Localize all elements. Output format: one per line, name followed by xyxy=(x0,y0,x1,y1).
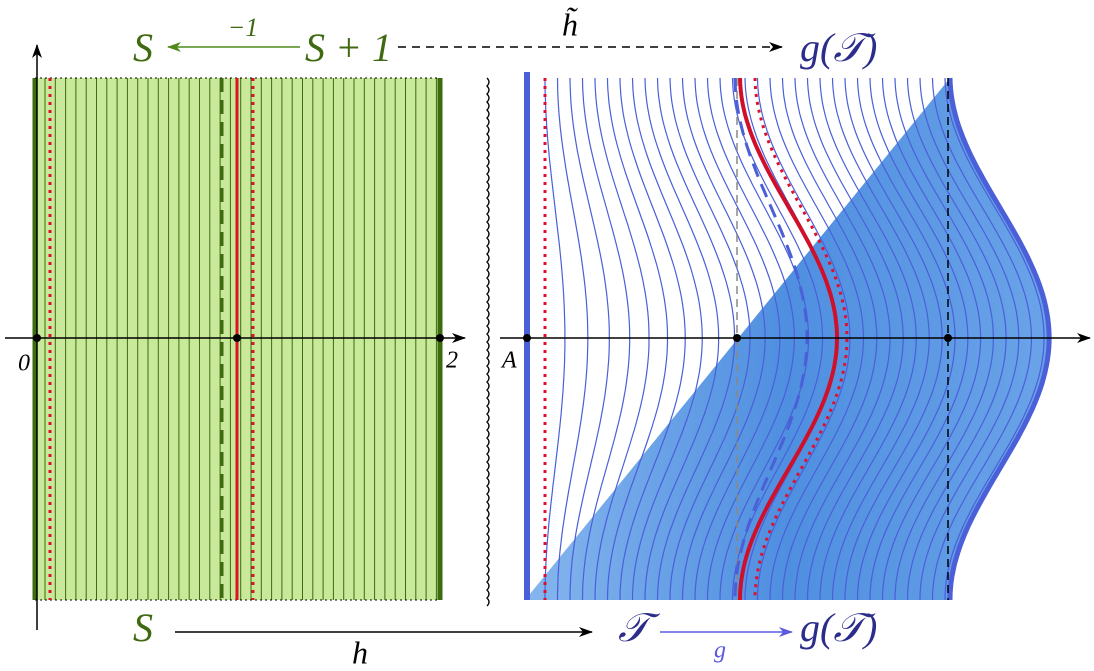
fiber xyxy=(919,77,1020,601)
fiber xyxy=(819,77,917,601)
fiber xyxy=(544,78,566,600)
shift-label: −1 xyxy=(228,13,259,42)
fiber xyxy=(881,77,982,601)
origin-label: 0 xyxy=(18,351,30,377)
fiber xyxy=(769,77,864,601)
fiber xyxy=(581,77,631,601)
point-label: A xyxy=(500,348,517,374)
set-label: S xyxy=(133,25,153,70)
fiber xyxy=(856,77,956,601)
fiber xyxy=(906,77,1007,601)
fiber xyxy=(694,77,781,601)
map-label: g xyxy=(714,638,726,664)
edge xyxy=(947,77,1052,601)
end-label: 2 xyxy=(446,348,458,374)
fiber xyxy=(606,77,669,601)
fiber xyxy=(556,77,589,600)
set-label: S xyxy=(133,605,153,650)
red-dotted xyxy=(753,77,849,601)
fiber xyxy=(631,77,703,601)
fiber xyxy=(756,77,851,601)
fiber xyxy=(594,77,650,601)
set-label: g(𝒯) xyxy=(800,605,877,650)
fiber xyxy=(831,77,930,601)
right-panel xyxy=(524,72,1052,601)
fiber xyxy=(806,77,904,601)
fiber xyxy=(681,77,766,601)
fiber xyxy=(619,77,686,601)
fiber xyxy=(706,77,795,601)
fiber xyxy=(944,77,1045,601)
fiber xyxy=(644,77,720,601)
fiber xyxy=(794,77,891,601)
fiber xyxy=(931,77,1032,601)
left-panel xyxy=(32,77,443,601)
fiber xyxy=(731,77,824,601)
set-label: 𝒯 xyxy=(618,605,661,650)
fiber xyxy=(844,77,943,601)
break-line xyxy=(486,77,490,607)
fiber xyxy=(869,77,969,601)
red-curve xyxy=(738,77,840,601)
map-label: h xyxy=(352,634,368,670)
fiber xyxy=(894,77,994,601)
blue-dashed xyxy=(733,77,809,601)
fiber xyxy=(781,77,878,601)
fiber xyxy=(669,77,751,601)
set-label: S + 1 xyxy=(305,25,392,70)
map-label: h̃ xyxy=(562,6,578,42)
set-label: g(𝒯) xyxy=(800,25,877,70)
fiber xyxy=(569,77,610,601)
points xyxy=(33,334,952,342)
